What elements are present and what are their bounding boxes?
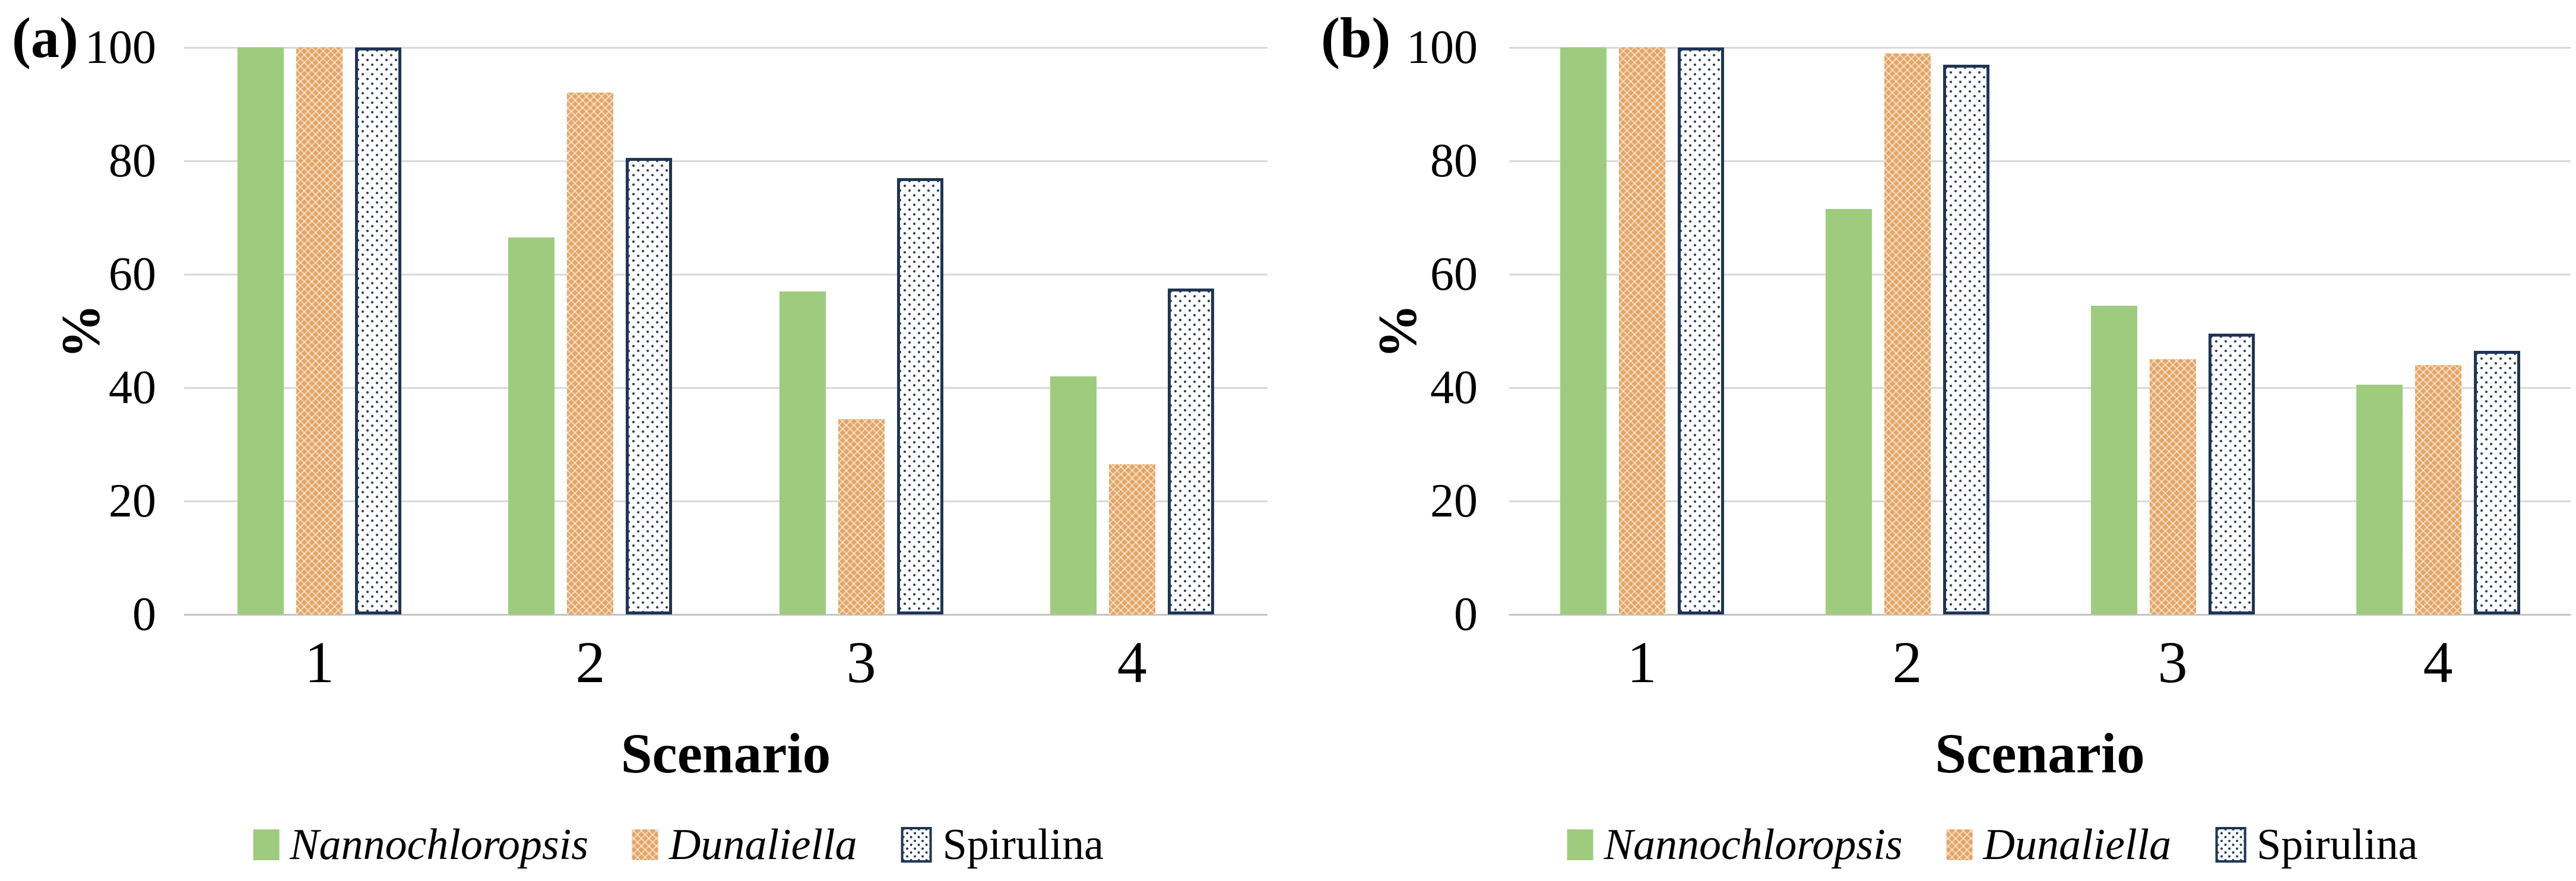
bar-spirulina-scenario-1 bbox=[355, 47, 402, 614]
y-tick-label: 40 bbox=[109, 362, 156, 414]
y-tick-label: 40 bbox=[1430, 362, 1478, 414]
gridline bbox=[184, 160, 1268, 162]
plot-area: 0 20 40 60 80 100 1 2 3 4 bbox=[1288, 0, 2576, 881]
legend-label: Dunaliella bbox=[1983, 820, 2172, 869]
bar-nannochloropsis-scenario-3 bbox=[2090, 305, 2137, 614]
panel-b: (b) % 0 20 40 60 80 100 1 2 3 4 Scenario Nannochl… bbox=[1288, 0, 2576, 881]
bar-spirulina-scenario-3 bbox=[896, 178, 943, 614]
gridline bbox=[1509, 386, 2571, 389]
bar-nannochloropsis-scenario-3 bbox=[779, 291, 826, 614]
y-tick-label: 20 bbox=[109, 475, 156, 527]
bar-spirulina-scenario-4 bbox=[1167, 288, 1214, 614]
gridline bbox=[184, 500, 1268, 502]
bar-spirulina-scenario-4 bbox=[2473, 350, 2520, 614]
bar-dunaliella-scenario-4 bbox=[1108, 464, 1155, 614]
bar-spirulina-scenario-3 bbox=[2208, 334, 2255, 614]
x-axis-line bbox=[184, 613, 1268, 616]
legend: Nannochloropsis Dunaliella Spirulina bbox=[253, 823, 1104, 867]
bar-nannochloropsis-scenario-1 bbox=[1560, 47, 1607, 614]
y-tick-label: 60 bbox=[109, 248, 156, 300]
legend-swatch-orange-lattice bbox=[632, 829, 659, 860]
legend-label: Spirulina bbox=[2257, 820, 2418, 869]
legend-item-nannochloropsis: Nannochloropsis bbox=[253, 823, 588, 867]
bar-spirulina-scenario-1 bbox=[1677, 47, 1724, 614]
x-tick-label: 4 bbox=[2423, 629, 2453, 695]
x-tick-label: 1 bbox=[1627, 629, 1657, 695]
legend-label: Dunaliella bbox=[669, 820, 857, 869]
y-tick-label: 80 bbox=[109, 135, 156, 187]
legend-item-spirulina: Spirulina bbox=[2215, 823, 2417, 867]
panel-b-label: (b) bbox=[1321, 6, 1391, 69]
legend: Nannochloropsis Dunaliella Spirulina bbox=[1567, 820, 2417, 869]
bar-dunaliella-scenario-2 bbox=[1884, 53, 1931, 614]
x-tick-label: 3 bbox=[2157, 629, 2188, 695]
legend-swatch-green-solid bbox=[1567, 829, 1593, 860]
bar-dunaliella-scenario-4 bbox=[2415, 365, 2461, 614]
bar-dunaliella-scenario-2 bbox=[567, 93, 614, 614]
legend-label: Nannochloropsis bbox=[1604, 820, 1903, 869]
bar-nannochloropsis-scenario-2 bbox=[508, 237, 555, 614]
gridline bbox=[1509, 500, 2571, 502]
bar-dunaliella-scenario-3 bbox=[2149, 359, 2196, 614]
legend-item-dunaliella: Dunaliella bbox=[1946, 820, 2172, 869]
x-axis-title: Scenario bbox=[1935, 722, 2145, 785]
y-tick-label: 0 bbox=[132, 588, 156, 641]
y-tick-label: 80 bbox=[1430, 135, 1478, 187]
plot-area: 0 20 40 60 80 100 1 2 3 4 bbox=[85, 21, 1268, 695]
x-tick-label: 4 bbox=[1117, 629, 1147, 695]
y-tick-label: 100 bbox=[1406, 21, 1478, 74]
gridline bbox=[1509, 46, 2571, 49]
y-tick-label: 20 bbox=[1430, 475, 1478, 527]
x-axis-line bbox=[1509, 613, 2571, 616]
legend-swatch-white-dotted bbox=[901, 827, 932, 863]
legend-label: Spirulina bbox=[942, 820, 1104, 869]
legend-item-spirulina: Spirulina bbox=[901, 823, 1104, 867]
bar-nannochloropsis-scenario-4 bbox=[2356, 385, 2403, 614]
y-tick-label: 60 bbox=[1430, 248, 1478, 300]
x-axis-title: Scenario bbox=[620, 722, 831, 785]
x-tick-label: 3 bbox=[846, 629, 876, 695]
bar-dunaliella-scenario-1 bbox=[1618, 47, 1665, 614]
gridline bbox=[184, 386, 1268, 389]
bar-nannochloropsis-scenario-4 bbox=[1050, 376, 1097, 614]
panel-a: (a) % 0 20 40 60 80 100 1 2 3 4 Scenario Nannochl… bbox=[12, 6, 1268, 867]
gridline bbox=[184, 46, 1268, 49]
legend-label: Nannochloropsis bbox=[290, 820, 589, 869]
bar-dunaliella-scenario-1 bbox=[296, 47, 343, 614]
gridline bbox=[1509, 160, 2571, 162]
x-tick-label: 2 bbox=[1892, 629, 1922, 695]
legend-item-dunaliella: Dunaliella bbox=[632, 823, 857, 867]
y-tick-label: 100 bbox=[85, 21, 156, 74]
legend-item-nannochloropsis: Nannochloropsis bbox=[1567, 823, 1903, 867]
bar-dunaliella-scenario-3 bbox=[838, 419, 885, 614]
x-tick-label: 2 bbox=[575, 629, 606, 695]
legend-swatch-orange-lattice bbox=[1946, 829, 1973, 860]
gridline bbox=[1509, 273, 2571, 275]
x-tick-label: 1 bbox=[305, 629, 335, 695]
y-tick-label: 0 bbox=[1454, 588, 1478, 641]
bar-spirulina-scenario-2 bbox=[1943, 64, 1989, 614]
gridline bbox=[184, 273, 1268, 275]
bar-nannochloropsis-scenario-2 bbox=[1825, 209, 1872, 614]
bar-spirulina-scenario-2 bbox=[626, 158, 673, 614]
bar-nannochloropsis-scenario-1 bbox=[237, 47, 284, 614]
panel-a-label: (a) bbox=[12, 6, 78, 69]
legend-swatch-white-dotted bbox=[2215, 827, 2247, 863]
legend-swatch-green-solid bbox=[253, 829, 280, 860]
